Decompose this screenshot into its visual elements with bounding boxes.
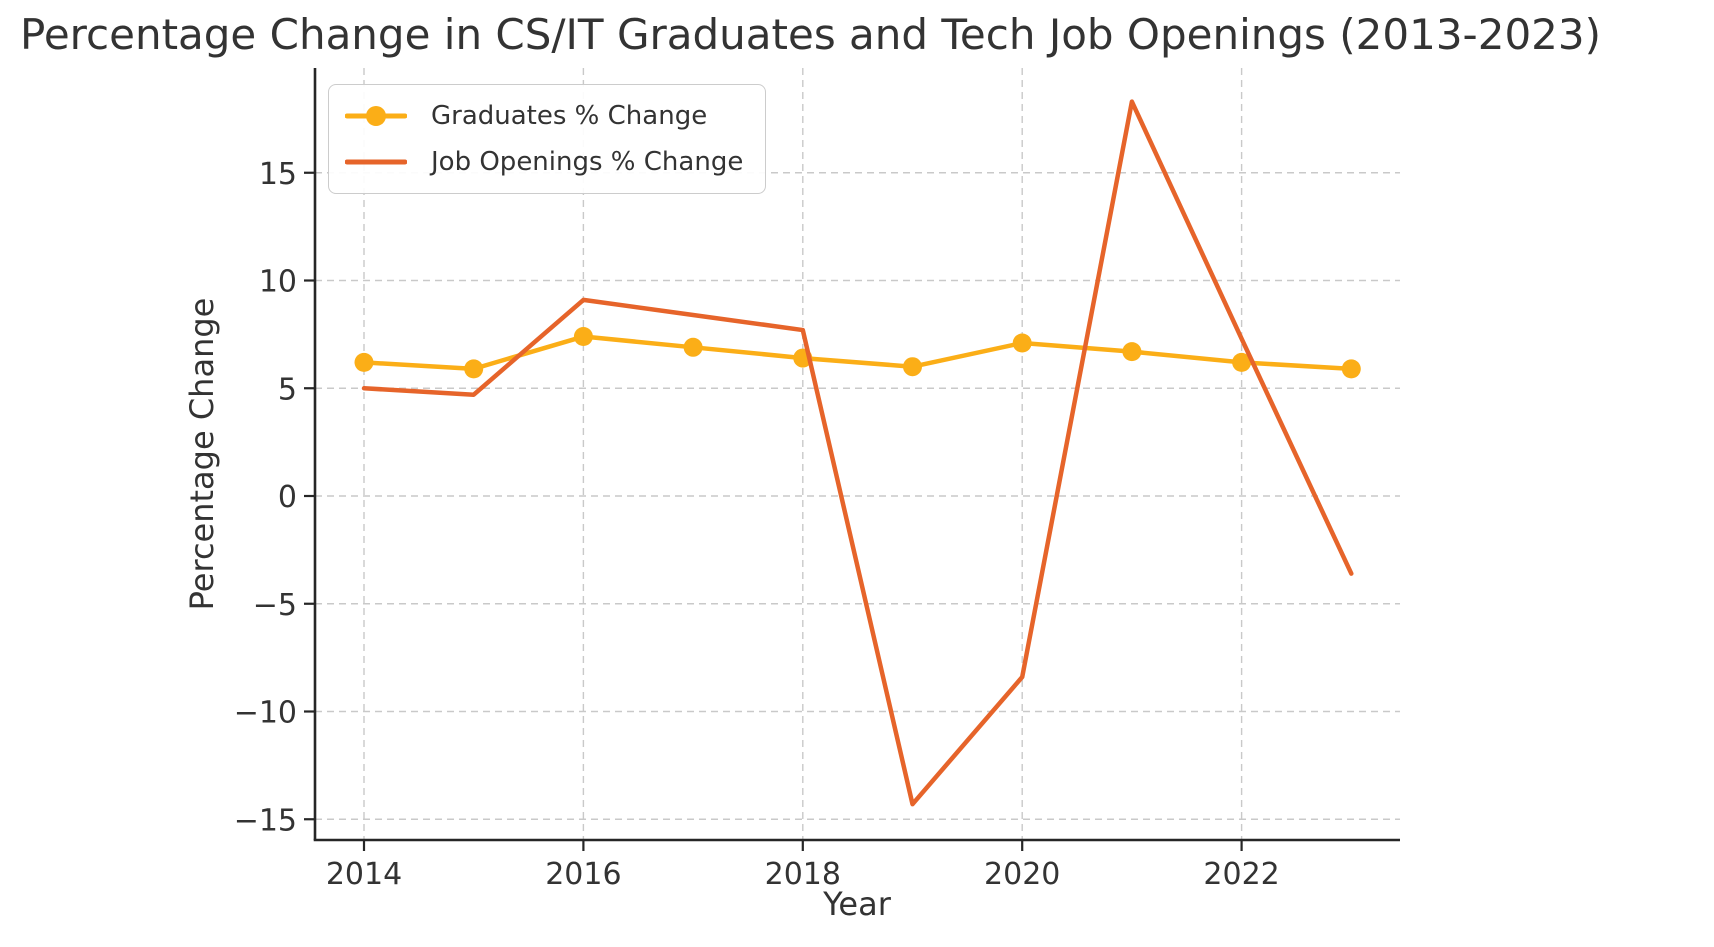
y-tick-label: 15: [259, 157, 297, 192]
legend-line-sample: [345, 159, 407, 165]
data-point-marker: [1341, 359, 1361, 379]
chart-title: Percentage Change in CS/IT Graduates and…: [20, 10, 1601, 59]
legend: Graduates % Change Job Openings % Change: [328, 84, 767, 194]
x-tick-label: 2020: [984, 857, 1060, 892]
legend-entry: Job Openings % Change: [345, 141, 743, 183]
data-point-marker: [1122, 342, 1142, 362]
y-tick-label: 5: [278, 372, 297, 407]
y-tick-label: −15: [234, 803, 297, 838]
x-tick-label: 2022: [1203, 857, 1279, 892]
data-point-marker: [573, 327, 593, 347]
legend-entry: Graduates % Change: [345, 95, 743, 137]
x-tick-label: 2014: [326, 857, 402, 892]
x-tick-label: 2018: [765, 857, 841, 892]
legend-label: Graduates % Change: [431, 101, 708, 131]
y-axis-label: Percentage Change: [183, 297, 221, 611]
series-line-job-openings: [361, 99, 1354, 807]
y-tick-label: 10: [259, 265, 297, 300]
legend-line-sample: [345, 106, 407, 126]
data-point-marker: [903, 357, 922, 377]
y-tick-label: −10: [234, 696, 297, 731]
x-axis-label: Year: [823, 885, 891, 923]
y-tick-label: −5: [253, 588, 297, 623]
y-tick-label: 0: [278, 480, 297, 515]
data-point-marker: [1012, 333, 1032, 353]
data-point-marker: [354, 352, 374, 372]
series-line-graduates: [361, 334, 1354, 372]
data-point-marker: [683, 337, 703, 357]
legend-label: Job Openings % Change: [431, 147, 744, 177]
data-point-marker: [1232, 352, 1252, 372]
data-point-marker: [464, 359, 484, 379]
x-tick-label: 2016: [545, 857, 621, 892]
